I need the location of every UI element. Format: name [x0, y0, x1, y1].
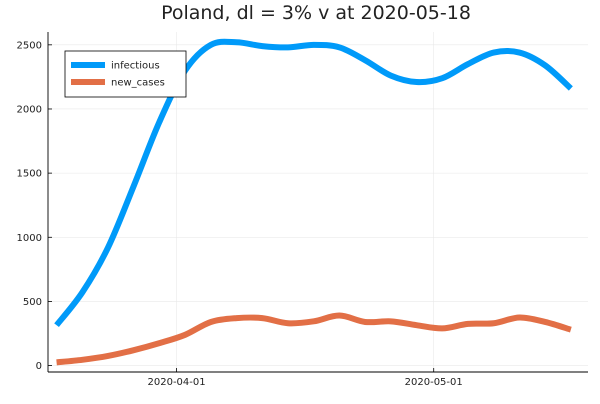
y-tick-label: 1500 [17, 169, 42, 180]
series-line-infectious [54, 38, 573, 328]
axes: 0 500 1000 1500 2000 2500 2020-04-01 2020-05-01 [17, 32, 588, 388]
x-tick-label: 2020-04-01 [148, 377, 206, 388]
legend-label-infectious: infectious [111, 61, 160, 72]
y-tick-label: 500 [23, 297, 42, 308]
series-lines [54, 38, 573, 366]
y-tick-label: 0 [36, 361, 42, 372]
legend-box [64, 50, 187, 98]
y-tick-label: 2500 [17, 40, 42, 51]
chart-title: Poland, dl = 3% v at 2020-05-18 [161, 2, 471, 24]
legend-label-new-cases: new_cases [111, 78, 165, 89]
y-tick-label: 2000 [17, 104, 42, 115]
x-tick-label: 2020-05-01 [405, 377, 463, 388]
series-line-new-cases [56, 312, 572, 366]
y-tick-label: 1000 [17, 233, 42, 244]
legend: infectious new_cases [64, 50, 187, 98]
